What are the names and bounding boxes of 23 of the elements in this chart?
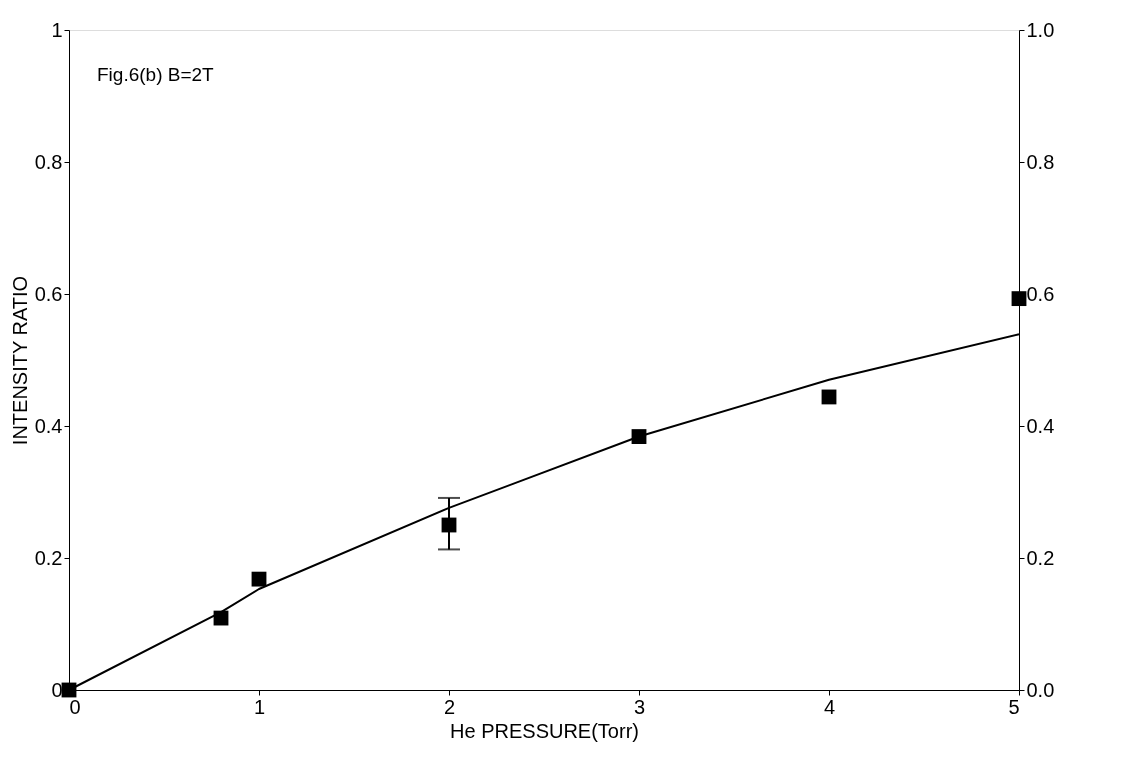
y2-tick-label: 1.0: [1026, 18, 1055, 41]
y-tick-label: 0.8: [34, 150, 63, 173]
x-tick-label: 5: [1008, 695, 1020, 718]
y-tick-label: 1: [51, 18, 63, 41]
y2-tick-label: 0.0: [1026, 678, 1055, 701]
y-tick-label: 0.6: [34, 282, 63, 305]
x-axis-title: He PRESSURE(Torr): [450, 719, 639, 742]
y2-tick-label: 0.8: [1026, 150, 1055, 173]
x-tick-label: 4: [823, 695, 836, 718]
y2-tick-label: 0.4: [1026, 414, 1055, 437]
y-axis-title: INTENSITY RATIO: [8, 275, 31, 446]
y2-tick-label: 0.2: [1026, 546, 1055, 569]
x-tick-label: 3: [633, 695, 646, 718]
x-tick-label: 1: [253, 695, 266, 718]
annotation: Fig.6(b) B=2T: [97, 64, 215, 85]
point: [1011, 291, 1027, 307]
x-tick-label: 2: [443, 695, 456, 718]
x-tick-label: 0: [69, 695, 81, 718]
y-tick-label: 0.4: [34, 414, 63, 437]
y-tick-label: 0.2: [34, 546, 63, 569]
point: [251, 571, 267, 587]
y-tick-label: 0: [51, 678, 63, 701]
y2-tick-label: 0.6: [1026, 282, 1055, 305]
